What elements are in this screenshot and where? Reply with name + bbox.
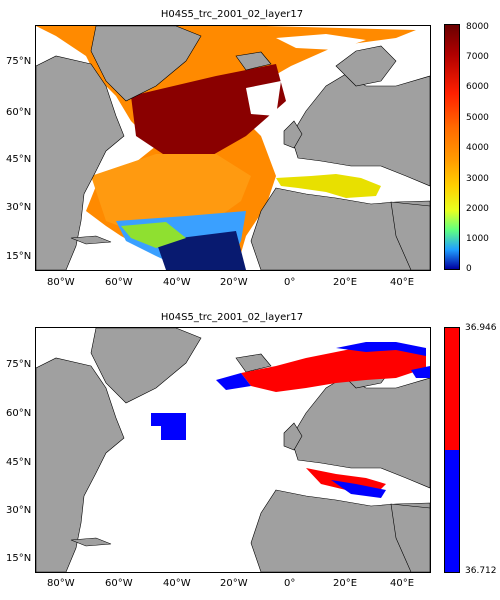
bottom-map-canvas bbox=[36, 328, 430, 572]
top-colorbar-tick: 0 bbox=[466, 264, 472, 274]
top-colorbar-tick: 3000 bbox=[466, 174, 489, 184]
arabia bbox=[390, 201, 430, 270]
bottom-colorbar-tick: 36.712 bbox=[465, 566, 497, 576]
iceland bbox=[235, 51, 272, 71]
top-colorbar-tick: 6000 bbox=[466, 82, 489, 92]
cuba bbox=[70, 537, 112, 547]
top-lat-tick: 75°N bbox=[6, 56, 32, 67]
africa bbox=[250, 187, 430, 270]
top-colorbar-tick: 4000 bbox=[466, 143, 489, 153]
north-america bbox=[36, 357, 125, 572]
bottom-colorbar bbox=[444, 327, 460, 573]
bottom-lon-tick: 40°E bbox=[390, 578, 415, 589]
top-lat-tick: 45°N bbox=[6, 154, 32, 165]
greenland bbox=[90, 328, 202, 404]
africa bbox=[250, 489, 430, 572]
top-lat-tick: 15°N bbox=[6, 251, 32, 262]
bottom-colorbar-tick: 36.946 bbox=[465, 323, 497, 333]
top-lon-tick: 20°E bbox=[333, 277, 358, 288]
arabia bbox=[390, 503, 430, 572]
top-lon-tick: 40°E bbox=[390, 277, 415, 288]
bottom-lon-tick: 0° bbox=[284, 578, 296, 589]
iceland bbox=[235, 353, 272, 373]
top-lat-tick: 30°N bbox=[6, 202, 32, 213]
europe bbox=[290, 73, 430, 187]
top-lon-tick: 0° bbox=[284, 277, 296, 288]
bottom-map bbox=[35, 327, 431, 573]
top-map-canvas bbox=[36, 26, 430, 270]
north-america bbox=[36, 55, 125, 270]
land-masses bbox=[36, 26, 430, 270]
top-colorbar-tick: 2000 bbox=[466, 204, 489, 214]
top-colorbar bbox=[444, 24, 460, 270]
top-lon-tick: 40°W bbox=[163, 277, 191, 288]
bottom-lat-tick: 45°N bbox=[6, 457, 32, 468]
bottom-lat-tick: 60°N bbox=[6, 408, 32, 419]
top-lon-tick: 20°W bbox=[220, 277, 248, 288]
great-britain bbox=[283, 120, 303, 149]
low-value-cells bbox=[151, 342, 430, 498]
land-masses bbox=[36, 328, 430, 572]
bottom-lon-tick: 40°W bbox=[163, 578, 191, 589]
top-lon-tick: 80°W bbox=[47, 277, 75, 288]
top-lat-tick: 60°N bbox=[6, 107, 32, 118]
bottom-lat-tick: 15°N bbox=[6, 553, 32, 564]
top-map-title: H04S5_trc_2001_02_layer17 bbox=[160, 9, 304, 20]
top-colorbar-tick: 8000 bbox=[466, 22, 489, 32]
europe bbox=[290, 375, 430, 489]
scandinavia bbox=[335, 45, 397, 87]
greenland bbox=[90, 26, 202, 102]
bottom-lon-tick: 60°W bbox=[105, 578, 133, 589]
coastal-nodata bbox=[246, 34, 366, 116]
top-colorbar-tick: 7000 bbox=[466, 52, 489, 62]
bottom-map-title: H04S5_trc_2001_02_layer17 bbox=[160, 312, 304, 323]
great-britain bbox=[283, 422, 303, 451]
bottom-lon-tick: 80°W bbox=[47, 578, 75, 589]
bottom-lon-tick: 20°W bbox=[220, 578, 248, 589]
top-colorbar-tick: 5000 bbox=[466, 113, 489, 123]
top-lon-tick: 60°W bbox=[105, 277, 133, 288]
bottom-lat-tick: 30°N bbox=[6, 505, 32, 516]
bottom-lat-tick: 75°N bbox=[6, 359, 32, 370]
bottom-lon-tick: 20°E bbox=[333, 578, 358, 589]
cuba bbox=[70, 235, 112, 245]
top-map bbox=[35, 25, 431, 271]
top-colorbar-tick: 1000 bbox=[466, 234, 489, 244]
